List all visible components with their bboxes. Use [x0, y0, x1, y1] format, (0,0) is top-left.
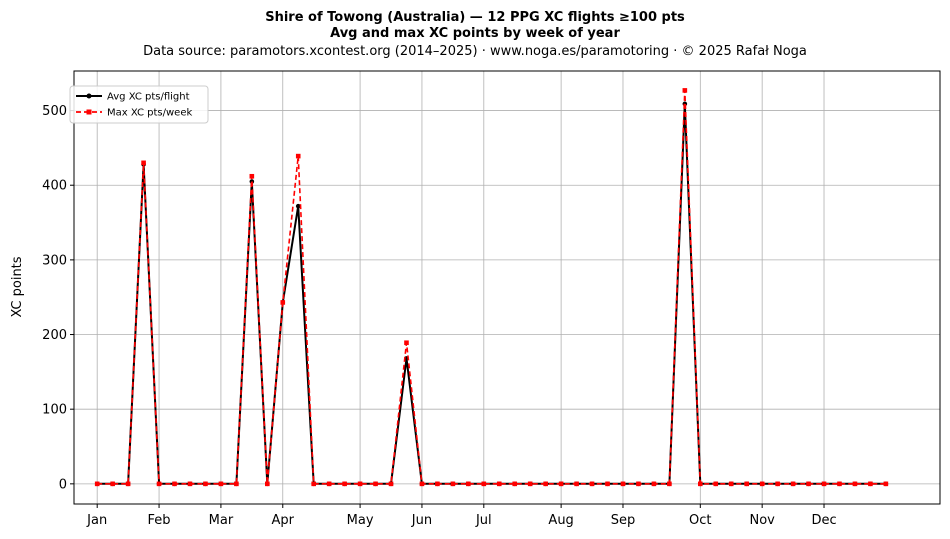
- series-1-point-45: [790, 481, 796, 487]
- y-tick-label-3: 300: [42, 253, 67, 268]
- x-tick-label-9: Oct: [689, 513, 711, 528]
- series-0-point-13: [295, 203, 301, 209]
- series-1-point-6: [187, 481, 193, 487]
- x-tick-label-11: Dec: [811, 513, 836, 528]
- series-1-point-0: [94, 481, 100, 487]
- series-1-point-9: [234, 481, 239, 487]
- y-axis-label: XC points: [10, 256, 25, 317]
- series-1-point-37: [667, 481, 672, 487]
- series-1-point-17: [357, 481, 363, 487]
- series-1-point-31: [574, 481, 579, 487]
- series-1-point-14: [311, 481, 316, 487]
- x-tick-label-8: Sep: [611, 513, 636, 528]
- series-1-point-33: [605, 481, 610, 487]
- chart-subtitle: Data source: paramotors.xcontest.org (20…: [143, 44, 807, 59]
- x-tick-label-5: Jun: [411, 513, 432, 528]
- series-1-point-49: [852, 481, 858, 487]
- series-1-point-18: [373, 481, 378, 487]
- series-1-point-5: [172, 481, 177, 487]
- series-1-point-42: [744, 481, 749, 487]
- series-1-point-3: [141, 160, 146, 166]
- series-1-point-51: [883, 481, 889, 487]
- series-1-point-35: [636, 481, 641, 487]
- series-1-point-13: [295, 153, 301, 159]
- series-1-point-48: [837, 481, 842, 487]
- series-1-point-12: [280, 300, 286, 305]
- series-1-point-26: [496, 481, 502, 487]
- plot-area: [73, 70, 941, 505]
- x-tick-label-6: Jul: [475, 513, 492, 528]
- series-line-1: [97, 89, 886, 485]
- series-1-point-1: [110, 481, 115, 487]
- series-1-point-46: [806, 481, 811, 487]
- series-1-point-22: [435, 481, 440, 487]
- series-1-point-39: [698, 481, 703, 487]
- x-tick-label-4: May: [347, 513, 374, 528]
- series-1-point-25: [481, 481, 487, 487]
- series-1-point-16: [342, 481, 347, 487]
- grid: [74, 71, 940, 504]
- x-tick-label-1: Feb: [148, 513, 171, 528]
- series-1-point-41: [728, 481, 734, 487]
- series-1-point-21: [419, 481, 425, 487]
- x-tick-label-3: Apr: [272, 513, 295, 528]
- legend-label-avg: Avg XC pts/flight: [107, 92, 190, 103]
- series-1-point-27: [512, 481, 518, 487]
- legend: Avg XC pts/flight Max XC pts/week: [69, 85, 209, 124]
- series-1-point-29: [543, 481, 548, 487]
- x-tick-label-2: Mar: [209, 513, 234, 528]
- legend-marker-max: [86, 109, 92, 115]
- y-tick-label-5: 500: [42, 104, 67, 119]
- legend-marker-avg: [86, 93, 92, 99]
- y-axis: 0 100 200 300 400 500: [42, 104, 74, 492]
- series-1-point-43: [759, 481, 765, 487]
- series-1-point-36: [651, 481, 657, 487]
- series-1-point-40: [713, 481, 719, 487]
- series-1-point-11: [265, 481, 270, 487]
- series-1-point-10: [249, 173, 255, 179]
- y-tick-label-1: 100: [42, 403, 67, 418]
- series-1-point-24: [466, 481, 471, 487]
- series-1-point-28: [527, 481, 533, 487]
- series-1-point-30: [558, 481, 564, 487]
- series-1-point-4: [156, 481, 162, 487]
- series-1-point-19: [388, 481, 394, 487]
- x-axis: Jan Feb Mar Apr May Jun Jul Aug Sep Oct Nov Dec: [86, 504, 837, 528]
- x-tick-label-0: Jan: [86, 513, 107, 528]
- chart-title-line-2: Avg and max XC points by week of year: [330, 26, 620, 41]
- series-1-point-20: [404, 340, 409, 346]
- series-1-point-34: [620, 481, 626, 487]
- series-1-point-44: [775, 481, 780, 487]
- series-line-0: [97, 102, 886, 485]
- series-1-point-38: [682, 88, 688, 93]
- y-tick-label-0: 0: [59, 477, 67, 492]
- x-tick-label-7: Aug: [548, 513, 573, 528]
- series-1-point-15: [326, 481, 332, 487]
- series-1-point-23: [450, 481, 456, 487]
- series-1-point-2: [125, 481, 131, 487]
- legend-box: [69, 85, 209, 124]
- series-1-point-7: [203, 481, 208, 487]
- chart-title-line-1: Shire of Towong (Australia) — 12 PPG XC …: [265, 10, 685, 25]
- series-1-point-47: [821, 481, 827, 487]
- series-1-point-50: [868, 481, 873, 487]
- y-tick-label-4: 400: [42, 179, 67, 194]
- x-tick-label-10: Nov: [749, 513, 775, 528]
- series-1-point-8: [218, 481, 224, 487]
- legend-label-max: Max XC pts/week: [107, 108, 192, 119]
- y-tick-label-2: 200: [42, 328, 67, 343]
- series-layer: [94, 88, 889, 487]
- series-1-point-32: [589, 481, 595, 487]
